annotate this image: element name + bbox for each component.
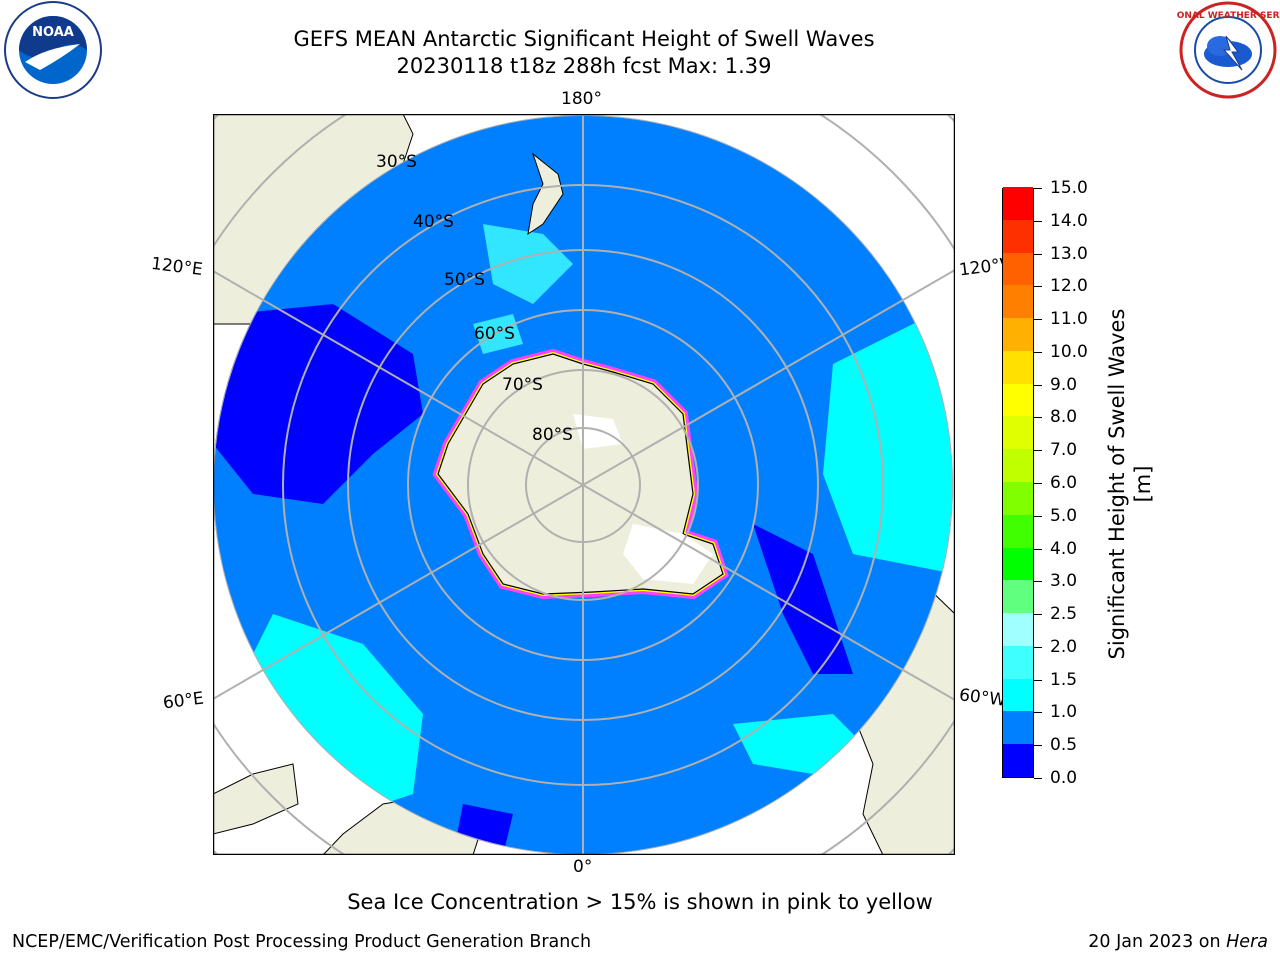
lon-label-lower-left: 60°E xyxy=(161,688,205,714)
colorbar-tick xyxy=(1034,351,1042,353)
colorbar-tick-label: 0.5 xyxy=(1050,735,1078,756)
swell-region-southwest xyxy=(243,614,423,814)
chart-title: GEFS MEAN Antarctic Significant Height o… xyxy=(293,27,875,51)
colorbar-tick xyxy=(1034,384,1042,386)
low-swell-region-west xyxy=(213,304,423,504)
colorbar-tick xyxy=(1034,745,1042,747)
colorbar-tick xyxy=(1034,679,1042,681)
colorbar-segment xyxy=(1003,645,1033,679)
lat-label-70: 70°S xyxy=(502,375,543,395)
colorbar-tick xyxy=(1034,548,1042,550)
colorbar-tick xyxy=(1034,614,1042,616)
graticule xyxy=(213,115,953,855)
chart-subtitle: 20230118 t18z 288h fcst Max: 1.39 xyxy=(396,54,772,78)
colorbar-segment xyxy=(1003,448,1033,482)
colorbar-tick-label: 9.0 xyxy=(1050,374,1078,395)
colorbar-segment xyxy=(1003,383,1033,417)
colorbar-tick-label: 13.0 xyxy=(1050,243,1088,264)
lon-label-lower-right: 60°W xyxy=(957,685,1007,711)
noaa-logo-text: NOAA xyxy=(32,25,74,40)
colorbar-segment xyxy=(1003,252,1033,286)
colorbar-segment xyxy=(1003,743,1033,777)
colorbar-segment xyxy=(1003,219,1033,253)
footer-system: Hera xyxy=(1226,932,1268,952)
colorbar-tick-label: 11.0 xyxy=(1050,309,1088,330)
colorbar-tick xyxy=(1034,253,1042,255)
colorbar-segment xyxy=(1003,284,1033,319)
colorbar-tick xyxy=(1034,515,1042,517)
colorbar-segment xyxy=(1003,612,1033,646)
weddell-sea-ice xyxy=(623,524,713,584)
map-border xyxy=(213,114,955,855)
low-swell-region-east xyxy=(753,524,853,674)
colorbar-segment xyxy=(1003,710,1033,745)
footer-branch: NCEP/EMC/Verification Post Processing Pr… xyxy=(12,932,592,952)
colorbar-segment xyxy=(1003,547,1033,581)
lon-label-top: 180° xyxy=(561,89,602,109)
colorbar-tick xyxy=(1034,646,1042,648)
lat-label-40: 40°S xyxy=(413,212,454,232)
colorbar-tick-label: 1.0 xyxy=(1050,702,1078,723)
colorbar-segment xyxy=(1003,481,1033,515)
colorbar-segment xyxy=(1003,678,1033,712)
colorbar-segment xyxy=(1003,186,1033,220)
colorbar-tick-label: 2.0 xyxy=(1050,636,1078,657)
colorbar-tick-label: 5.0 xyxy=(1050,505,1078,526)
noaa-logo: NOAA xyxy=(0,0,106,100)
sea-ice-caption: Sea Ice Concentration > 15% is shown in … xyxy=(347,890,933,914)
footer-date: 20 Jan 2023 on Hera xyxy=(1088,932,1268,952)
colorbar-tick-label: 1.5 xyxy=(1050,669,1078,690)
colorbar-label: Significant Height of Swell Waves [m] xyxy=(1105,308,1155,660)
lat-label-50: 50°S xyxy=(444,270,485,290)
lat-label-30: 30°S xyxy=(376,152,417,172)
ross-ice-shelf xyxy=(573,414,623,449)
colorbar-tick-label: 2.5 xyxy=(1050,604,1078,625)
nws-logo-text: NATIONAL WEATHER SERVICE xyxy=(1176,11,1280,21)
footer-date-text: 20 Jan 2023 on xyxy=(1088,932,1227,952)
colorbar-tick xyxy=(1034,712,1042,714)
colorbar-tick-label: 3.0 xyxy=(1050,571,1078,592)
lat-label-80: 80°S xyxy=(532,425,573,445)
nws-logo: NATIONAL WEATHER SERVICE xyxy=(1153,0,1280,100)
polar-map xyxy=(213,114,955,855)
colorbar-tick xyxy=(1034,778,1042,779)
swell-patch-north-2 xyxy=(473,314,523,354)
colorbar xyxy=(1002,186,1034,778)
colorbar-tick xyxy=(1034,188,1042,189)
colorbar-tick xyxy=(1034,286,1042,288)
colorbar-segment xyxy=(1003,579,1033,614)
colorbar-tick-label: 0.0 xyxy=(1050,768,1078,788)
colorbar-segment xyxy=(1003,350,1033,384)
lon-label-upper-left: 120°E xyxy=(149,253,204,281)
colorbar-tick xyxy=(1034,581,1042,583)
colorbar-segment xyxy=(1003,415,1033,450)
colorbar-segment xyxy=(1003,317,1033,351)
colorbar-tick xyxy=(1034,483,1042,484)
colorbar-tick xyxy=(1034,450,1042,452)
lat-label-60: 60°S xyxy=(474,324,515,344)
colorbar-tick-label: 6.0 xyxy=(1050,473,1078,493)
map-panel: 180° 0° 120°E 60°E 120°W 60°W 30°S 40°S … xyxy=(150,89,1018,877)
colorbar-tick xyxy=(1034,220,1042,222)
colorbar-tick-label: 12.0 xyxy=(1050,276,1088,297)
colorbar-tick xyxy=(1034,417,1042,419)
colorbar-tick-label: 7.0 xyxy=(1050,440,1078,461)
colorbar-tick-label: 14.0 xyxy=(1050,210,1088,231)
swell-region-east xyxy=(823,314,953,574)
colorbar-tick-label: 4.0 xyxy=(1050,538,1078,559)
swell-patch-north xyxy=(483,224,573,304)
lon-label-bottom: 0° xyxy=(573,857,593,877)
colorbar-tick-label: 10.0 xyxy=(1050,341,1088,362)
colorbar-segment xyxy=(1003,514,1033,548)
colorbar-tick-label: 15.0 xyxy=(1050,178,1088,198)
colorbar-tick-label: 8.0 xyxy=(1050,407,1078,428)
colorbar-tick xyxy=(1034,319,1042,321)
